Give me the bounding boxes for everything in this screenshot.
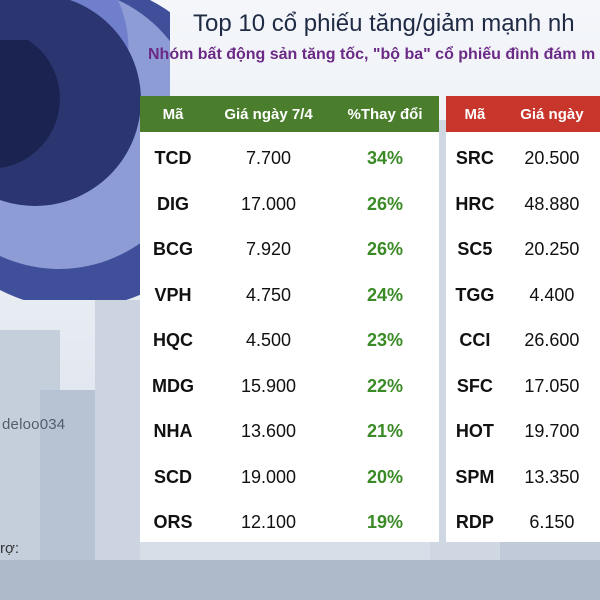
table-row: MDG 15.900 22% xyxy=(140,364,439,410)
gainers-table: Mã Giá ngày 7/4 %Thay đổi TCD 7.700 34% DIG… xyxy=(140,96,439,542)
table-row: HRC 48.880 xyxy=(446,182,600,228)
gainer-change: 20% xyxy=(366,466,404,487)
loser-price: 13.350 xyxy=(524,466,580,487)
table-row: SRC 20.500 xyxy=(446,136,600,182)
gainer-change: 26% xyxy=(366,239,404,260)
loser-code: HOT xyxy=(455,421,494,442)
loser-price: 20.250 xyxy=(524,239,580,260)
loser-code: SFC xyxy=(456,375,493,396)
loser-code: SPM xyxy=(455,466,495,487)
losers-table: Mã Giá ngày SRC 20.500 HRC 48.880 SC5 20.250 T… xyxy=(446,96,600,542)
loser-code: TGG xyxy=(455,284,495,305)
gainer-code: BCG xyxy=(153,239,193,260)
gainer-price: 19.000 xyxy=(240,466,297,487)
table-row: TCD 7.700 34% xyxy=(140,136,439,182)
table-row: HQC 4.500 23% xyxy=(140,318,439,364)
gainer-change: 23% xyxy=(366,330,404,351)
gainer-code: NHA xyxy=(153,421,193,442)
table-row: VPH 4.750 24% xyxy=(140,273,439,319)
gainer-change: 22% xyxy=(366,375,404,396)
table-row: SPM 13.350 xyxy=(446,455,600,501)
gainer-change: 34% xyxy=(366,148,404,169)
loser-price: 4.400 xyxy=(529,284,575,305)
table-row: SCD 19.000 20% xyxy=(140,455,439,501)
gainers-header-change: %Thay đổi xyxy=(347,105,423,123)
loser-price: 48.880 xyxy=(524,193,580,214)
gainer-price: 15.900 xyxy=(240,375,297,396)
loser-price: 17.050 xyxy=(524,375,580,396)
table-row: DIG 17.000 26% xyxy=(140,182,439,228)
gainer-price: 4.500 xyxy=(245,330,292,351)
loser-price: 6.150 xyxy=(529,512,575,533)
gainer-price: 12.100 xyxy=(240,512,297,533)
loser-code: SRC xyxy=(455,148,494,169)
losers-rows: SRC 20.500 HRC 48.880 SC5 20.250 TGG 4.400 CCI 26… xyxy=(446,132,600,546)
gainer-code: DIG xyxy=(156,193,189,214)
table-row: BCG 7.920 26% xyxy=(140,227,439,273)
gainer-price: 17.000 xyxy=(240,193,297,214)
loser-code: HRC xyxy=(455,193,495,214)
table-row: HOT 19.700 xyxy=(446,409,600,455)
gainer-price: 7.700 xyxy=(245,148,292,169)
table-row: RDP 6.150 xyxy=(446,500,600,546)
watermark-text: deloo034 xyxy=(2,416,66,433)
page-title: Top 10 cổ phiếu tăng/giảm mạnh nh xyxy=(193,10,575,37)
gainers-header-price: Giá ngày 7/4 xyxy=(224,105,313,123)
table-row: ORS 12.100 19% xyxy=(140,500,439,546)
gainer-code: HQC xyxy=(153,330,193,351)
gainer-change: 19% xyxy=(366,512,404,533)
loser-price: 26.600 xyxy=(524,330,580,351)
loser-price: 19.700 xyxy=(524,421,580,442)
loser-code: RDP xyxy=(455,512,494,533)
losers-header-row: Mã Giá ngày xyxy=(446,96,600,132)
table-row: SC5 20.250 xyxy=(446,227,600,273)
gainer-code: MDG xyxy=(152,375,194,396)
page-subtitle: Nhóm bất động sản tăng tốc, "bộ ba" cổ p… xyxy=(148,46,596,63)
losers-header-price: Giá ngày xyxy=(520,105,584,123)
table-row: SFC 17.050 xyxy=(446,364,600,410)
gainer-price: 7.920 xyxy=(245,239,292,260)
gainer-change: 21% xyxy=(366,421,404,442)
gainer-code: VPH xyxy=(154,284,192,305)
gainer-change: 24% xyxy=(366,284,404,305)
gainer-code: SCD xyxy=(153,466,192,487)
gainer-code: ORS xyxy=(153,512,193,533)
loser-price: 20.500 xyxy=(524,148,580,169)
gainer-code: TCD xyxy=(154,148,192,169)
decorative-donut-chart xyxy=(0,0,170,300)
gainer-price: 13.600 xyxy=(240,421,297,442)
table-row: TGG 4.400 xyxy=(446,273,600,319)
table-row: CCI 26.600 xyxy=(446,318,600,364)
losers-header-code: Mã xyxy=(464,105,486,123)
loser-code: SC5 xyxy=(457,239,493,260)
sponsor-label: rợ: xyxy=(0,540,19,557)
gainers-rows: TCD 7.700 34% DIG 17.000 26% BCG 7.920 26% VPH 4.7… xyxy=(140,132,439,546)
gainers-header-code: Mã xyxy=(162,105,184,123)
table-row: NHA 13.600 21% xyxy=(140,409,439,455)
gainer-price: 4.750 xyxy=(245,284,292,305)
loser-code: CCI xyxy=(459,330,491,351)
gainers-header-row: Mã Giá ngày 7/4 %Thay đổi xyxy=(140,96,439,132)
gainer-change: 26% xyxy=(366,193,404,214)
